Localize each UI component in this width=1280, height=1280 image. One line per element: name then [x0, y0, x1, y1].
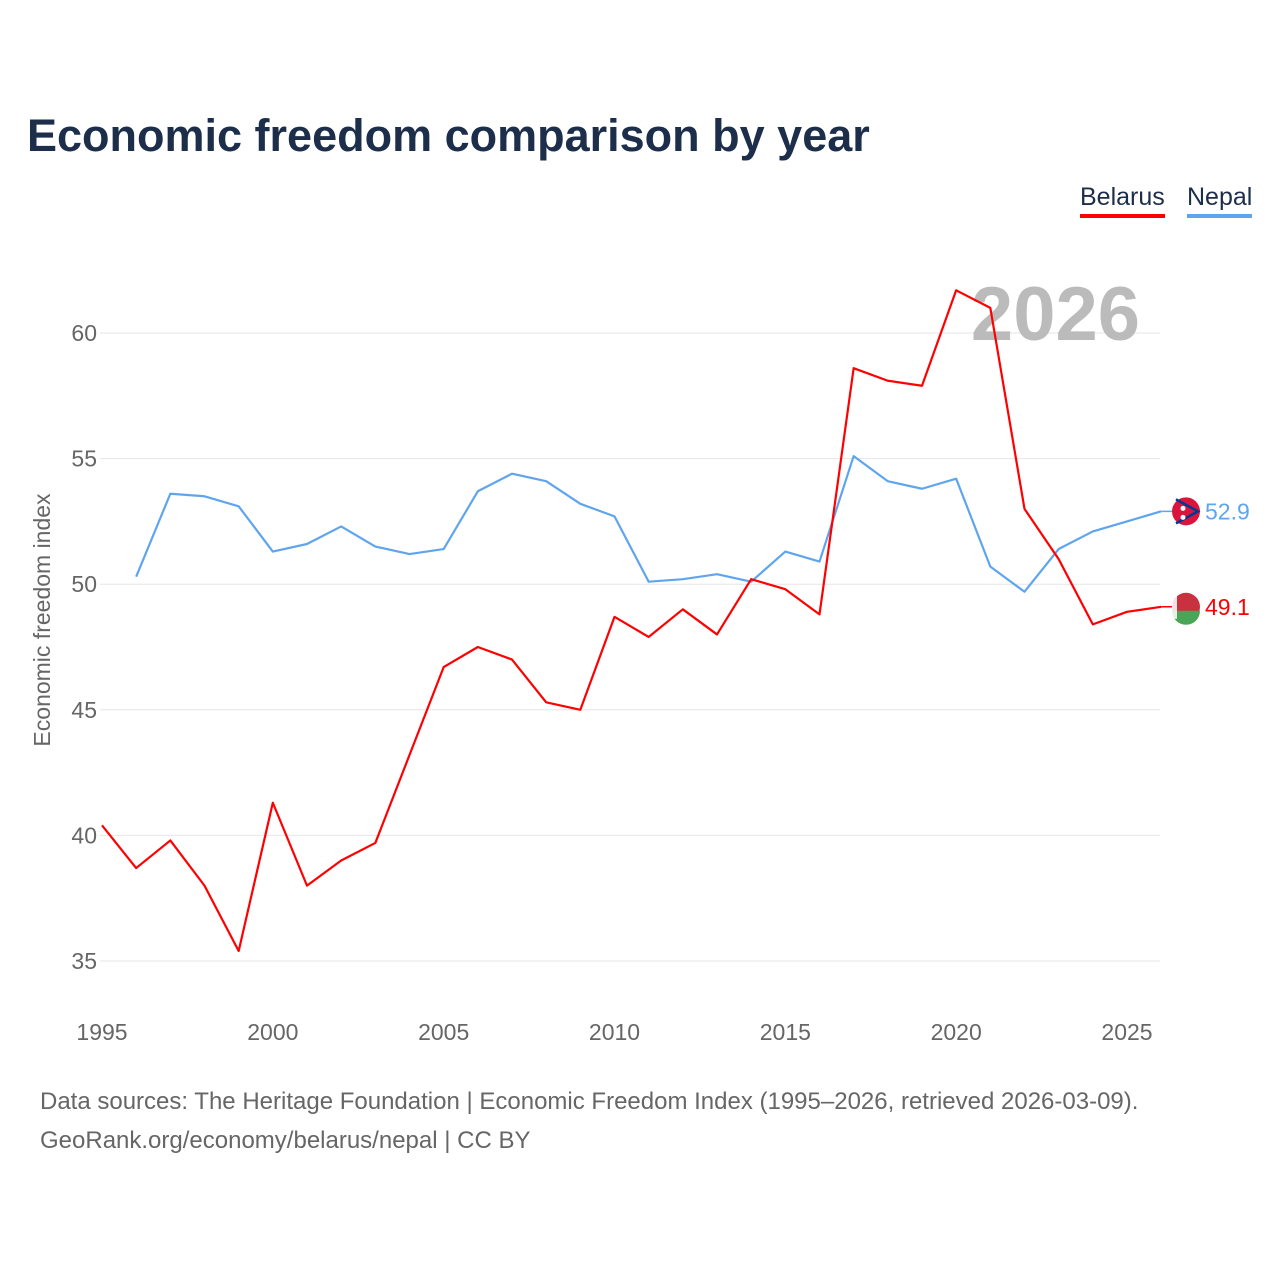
x-tick-label: 1995: [76, 1019, 127, 1045]
y-tick-label: 40: [71, 822, 97, 848]
y-axis-label: Economic freedom index: [29, 493, 55, 747]
belarus-flag-green: [1172, 610, 1200, 625]
source-url: GeoRank.org/economy/belarus/nepal | CC B…: [40, 1127, 531, 1154]
x-tick-label: 2005: [418, 1019, 469, 1045]
source-note: Data sources: The Heritage Foundation | …: [40, 1088, 1139, 1115]
nepal-flag-moon: [1180, 505, 1186, 511]
legend-nepal[interactable]: Nepal: [1187, 183, 1253, 218]
nepal-flag-sun: [1180, 514, 1186, 520]
series-line-nepal: [135, 454, 1162, 593]
x-tick-label: 2015: [760, 1019, 811, 1045]
series-line-belarus: [101, 289, 1162, 953]
nepal-flag-icon: [1172, 497, 1200, 526]
x-tick-label: 2025: [1101, 1019, 1152, 1045]
y-tick-label: 35: [71, 948, 97, 974]
y-tick-label: 45: [71, 697, 97, 723]
legend-belarus[interactable]: Belarus: [1080, 183, 1165, 218]
chart-title: Economic freedom comparison by year: [27, 110, 870, 161]
belarus-flag-ornament: [1172, 594, 1177, 619]
end-value-label-nepal: 52.9: [1205, 498, 1250, 524]
end-value-label-belarus: 49.1: [1205, 594, 1250, 620]
x-tick-label: 2000: [247, 1019, 298, 1045]
x-tick-label: 2020: [931, 1019, 982, 1045]
y-tick-label: 55: [71, 446, 97, 472]
y-tick-label: 60: [71, 320, 97, 346]
x-tick-label: 2010: [589, 1019, 640, 1045]
y-tick-label: 50: [71, 571, 97, 597]
year-watermark: 2026: [971, 272, 1140, 357]
line-chart: 35 40 45 50 55 60 1995 2000 2005 2010 2015 2020 2025…: [29, 272, 1250, 1045]
